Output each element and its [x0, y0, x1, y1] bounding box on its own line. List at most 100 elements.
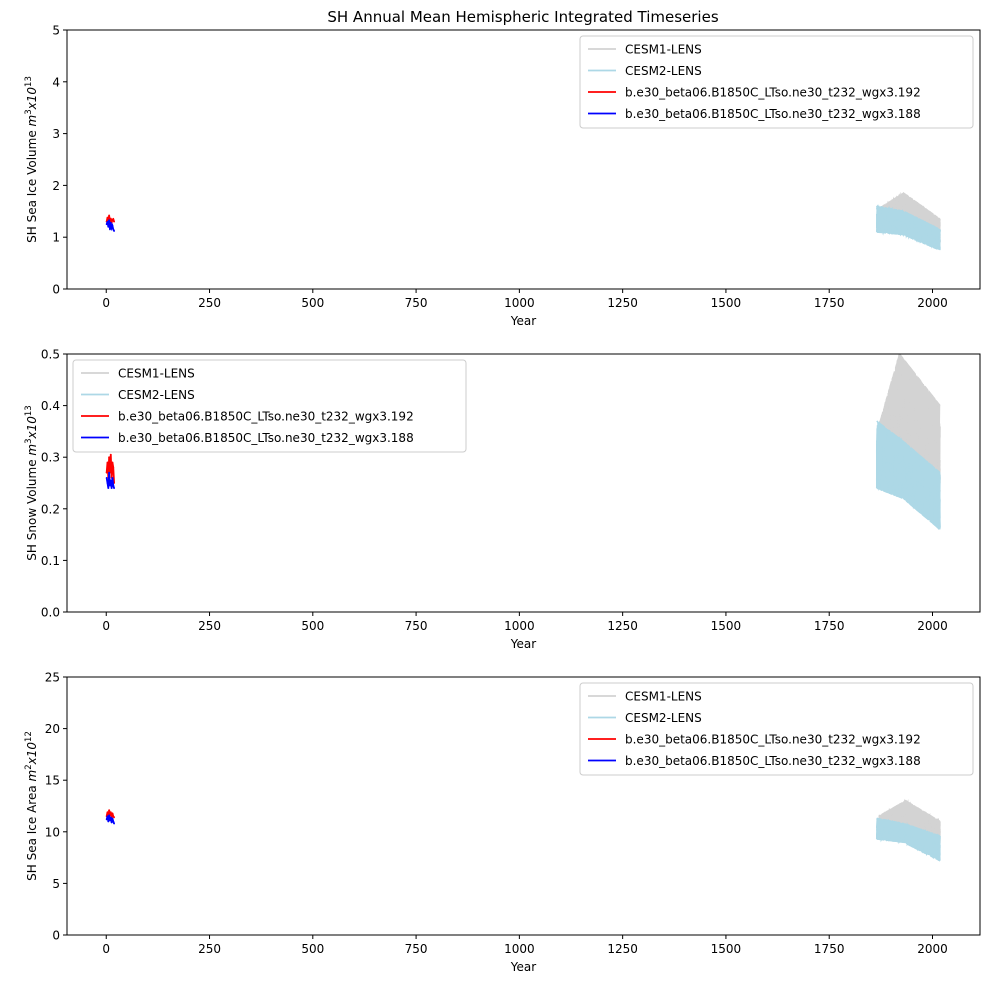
x-tick-label: 1250: [607, 296, 638, 310]
y-tick-label: 20: [45, 722, 60, 736]
panels: 0 250 500 750 1000 1250 1500 1750 2000012345Year…: [24, 24, 981, 974]
series-line-b.e30_beta06.B1850C_LTso.ne30_t232_wgx3.188: [105, 815, 115, 824]
data-point: [108, 456, 111, 459]
data-point: [109, 484, 111, 487]
series-line-b.e30_beta06.B1850C_LTso.ne30_t232_wgx3.188: [105, 219, 115, 232]
y-tick-label: 10: [45, 825, 60, 839]
legend-label: CESM2-LENS: [625, 64, 702, 78]
chart-panel-1: 0 250 500 750 1000 1250 1500 1750 2000 0 1 2 3 4 5 Year…: [24, 24, 981, 328]
x-tick-label: 750: [405, 942, 428, 956]
series-line-b.e30_beta06.B1850C_LTso.ne30_t232_wgx3.188: [105, 472, 115, 489]
x-axis-label: Year: [510, 960, 536, 974]
legend-label: CESM1-LENS: [625, 690, 702, 704]
legend-box: [72, 359, 467, 453]
legend-label: b.e30_beta06.B1850C_LTso.ne30_t232_wgx3.…: [625, 86, 921, 100]
data-point: [109, 816, 112, 819]
series-line-CESM1-LENS: [878, 192, 941, 229]
y-tick-label: 4: [52, 75, 60, 89]
chart-panel-3: 0 250 500 750 1000 1250 1500 1750 2000 0 5 10 15 20 25…: [24, 671, 981, 974]
x-tick-label: 250: [198, 619, 221, 633]
x-tick-label: 750: [405, 296, 428, 310]
legend: CESM1-LENS CESM2-LENS b.e30_beta06.B1850C_…: [579, 35, 974, 129]
y-axis-label: SH Snow Volume m3x1013: [24, 405, 39, 560]
legend-box: [579, 682, 974, 776]
plot-area: [105, 191, 941, 251]
x-tick-label: 1500: [711, 619, 742, 633]
data-point: [113, 220, 115, 223]
x-tick-label: 2000: [917, 296, 948, 310]
x-tick-label: 1750: [814, 942, 845, 956]
data-point: [106, 220, 109, 223]
y-tick-label: 0.0: [41, 606, 60, 620]
data-point: [112, 228, 115, 231]
legend: CESM1-LENS CESM2-LENS b.e30_beta06.B1850C_…: [72, 359, 467, 453]
x-tick-label: 1000: [504, 942, 535, 956]
x-tick-label: 1000: [504, 619, 535, 633]
y-axis-label: SH Sea Ice Area m2x1012: [24, 731, 39, 881]
legend-label: b.e30_beta06.B1850C_LTso.ne30_t232_wgx3.…: [625, 107, 921, 121]
x-tick-label: 500: [301, 619, 324, 633]
plot-area: [105, 354, 941, 531]
axes-frame: [66, 29, 981, 290]
x-tick-label: 500: [301, 942, 324, 956]
y-tick-label: 5: [52, 877, 60, 891]
data-point: [105, 471, 108, 474]
data-point: [108, 214, 111, 217]
data-point: [111, 476, 114, 479]
x-tick-label: 2000: [917, 619, 948, 633]
y-tick-label: 0: [52, 283, 60, 297]
x-tick-label: 1500: [711, 296, 742, 310]
y-tick-label: 0.1: [41, 554, 60, 568]
x-axis-label: Year: [510, 637, 536, 651]
data-point: [109, 479, 112, 482]
legend-label: b.e30_beta06.B1850C_LTso.ne30_t232_wgx3.…: [625, 754, 921, 768]
x-tick-label: 1000: [504, 296, 535, 310]
data-point: [106, 811, 109, 814]
x-tick-label: 250: [198, 296, 221, 310]
data-point: [107, 225, 110, 228]
x-tick-label: 1500: [711, 942, 742, 956]
data-point: [109, 228, 111, 231]
data-point: [109, 811, 112, 814]
data-point: [106, 815, 109, 818]
data-point: [113, 822, 115, 825]
data-point: [111, 461, 114, 464]
data-point: [108, 219, 111, 222]
data-point: [112, 820, 115, 823]
data-point: [111, 817, 114, 820]
legend-label: CESM1-LENS: [118, 367, 195, 381]
y-tick-label: 25: [45, 671, 60, 685]
y-tick-label: 0.5: [41, 348, 60, 362]
y-tick-label: 0.4: [41, 399, 60, 413]
data-point: [111, 224, 114, 227]
y-tick-label: 0.2: [41, 502, 60, 516]
x-tick-label: 0: [102, 619, 110, 633]
series-line-CESM2-LENS: [876, 420, 941, 497]
x-tick-label: 500: [301, 296, 324, 310]
y-tick-label: 1: [52, 231, 60, 245]
x-tick-label: 1750: [814, 296, 845, 310]
x-tick-label: 1250: [607, 619, 638, 633]
data-point: [105, 223, 108, 226]
data-point: [108, 814, 111, 817]
legend-label: CESM2-LENS: [118, 388, 195, 402]
y-axis-label: SH Sea Ice Volume m3x1013: [24, 76, 39, 243]
x-axis-label: Year: [510, 314, 536, 328]
data-point: [109, 819, 111, 822]
series-line-CESM1-LENS: [878, 354, 941, 452]
legend-label: CESM1-LENS: [625, 43, 702, 57]
data-point: [108, 809, 111, 812]
data-point: [113, 487, 115, 490]
data-point: [113, 816, 115, 819]
x-tick-label: 750: [405, 619, 428, 633]
data-point: [112, 466, 115, 469]
x-tick-label: 250: [198, 942, 221, 956]
plot-area: [105, 798, 941, 862]
data-point: [106, 216, 109, 219]
series-line-b.e30_beta06.B1850C_LTso.ne30_t232_wgx3.192: [105, 809, 115, 819]
series-line-CESM2-LENS: [876, 205, 941, 237]
y-tick-label: 5: [52, 24, 60, 38]
series-line-CESM1-LENS: [878, 799, 941, 836]
data-point: [105, 476, 108, 479]
